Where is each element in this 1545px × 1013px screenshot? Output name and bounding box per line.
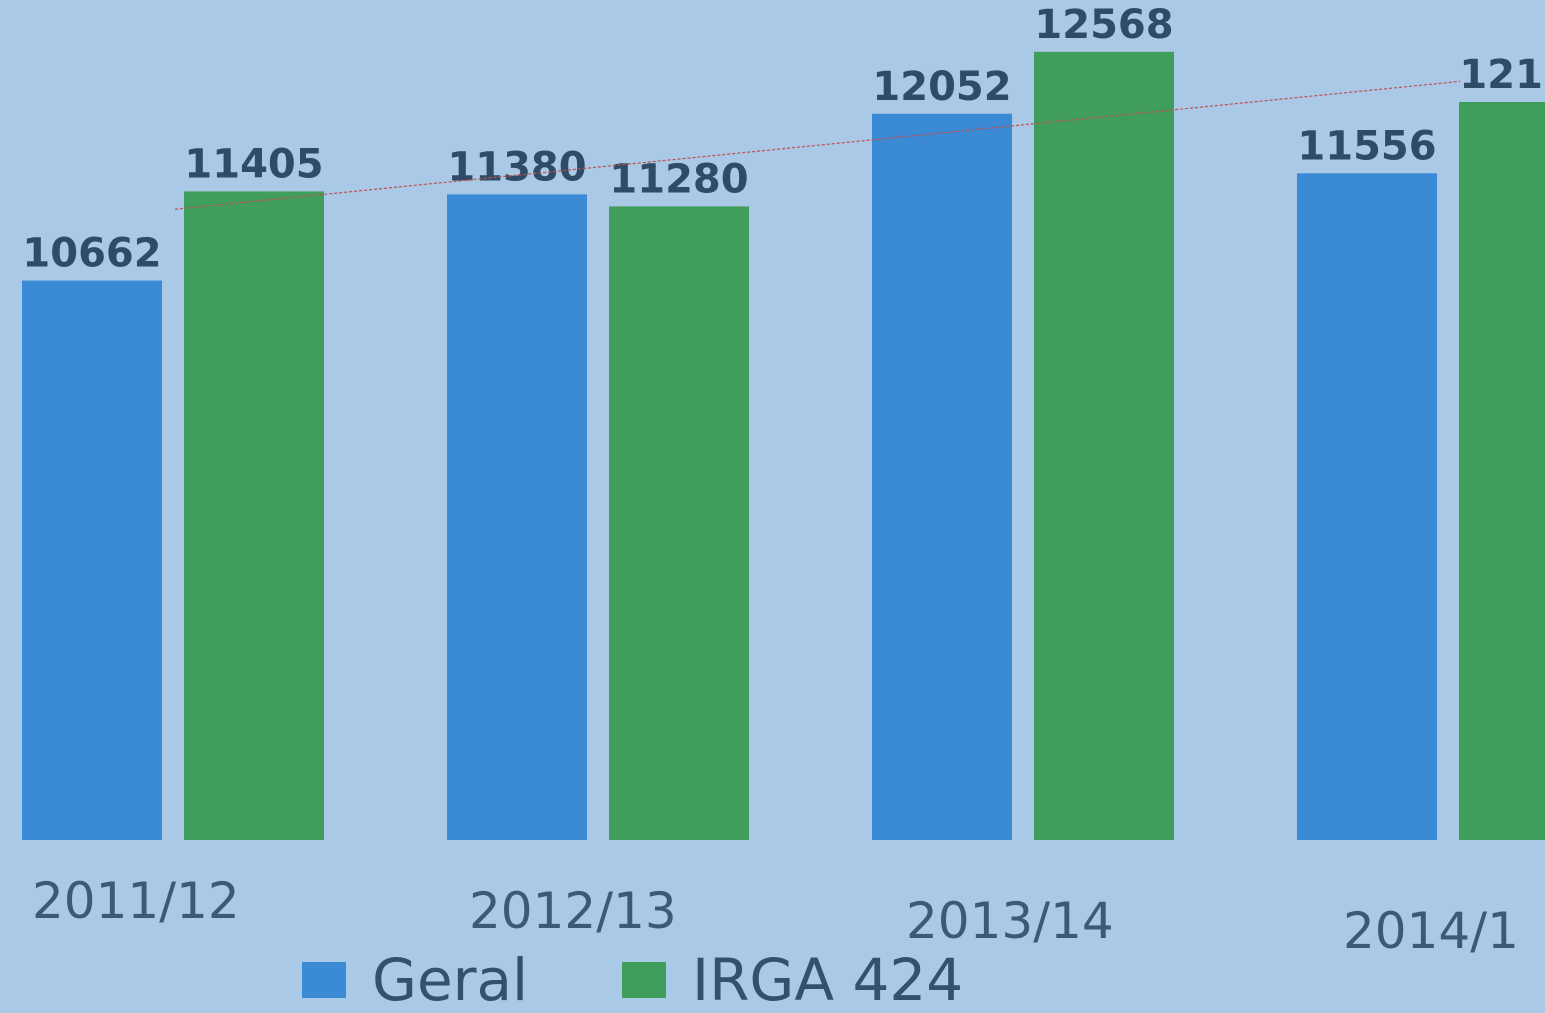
bar — [1297, 173, 1437, 840]
bar — [609, 206, 749, 840]
bar — [184, 191, 324, 840]
value-label: 11380 — [447, 144, 586, 190]
bar — [1459, 102, 1545, 840]
bar — [1034, 51, 1174, 840]
legend-label: Geral — [372, 946, 528, 1013]
bar — [872, 113, 1012, 840]
value-label: 10662 — [22, 231, 161, 277]
trend-line — [174, 80, 1461, 210]
x-tick-label: 2013/14 — [906, 892, 1114, 950]
x-tick-label: 2011/12 — [32, 872, 240, 930]
x-tick-label: 2014/1 — [1343, 902, 1519, 960]
bar — [447, 194, 587, 840]
value-label: 11280 — [609, 156, 748, 202]
value-label: 12568 — [1034, 2, 1173, 48]
legend-label: IRGA 424 — [692, 946, 963, 1013]
legend-swatch — [622, 962, 666, 998]
value-label: 11556 — [1297, 123, 1436, 169]
value-label: 12052 — [872, 64, 1011, 110]
legend-swatch — [302, 962, 346, 998]
x-tick-label: 2012/13 — [469, 882, 677, 940]
value-label: 11405 — [184, 141, 323, 187]
bar — [22, 280, 162, 840]
value-label: 12150 — [1459, 52, 1545, 98]
